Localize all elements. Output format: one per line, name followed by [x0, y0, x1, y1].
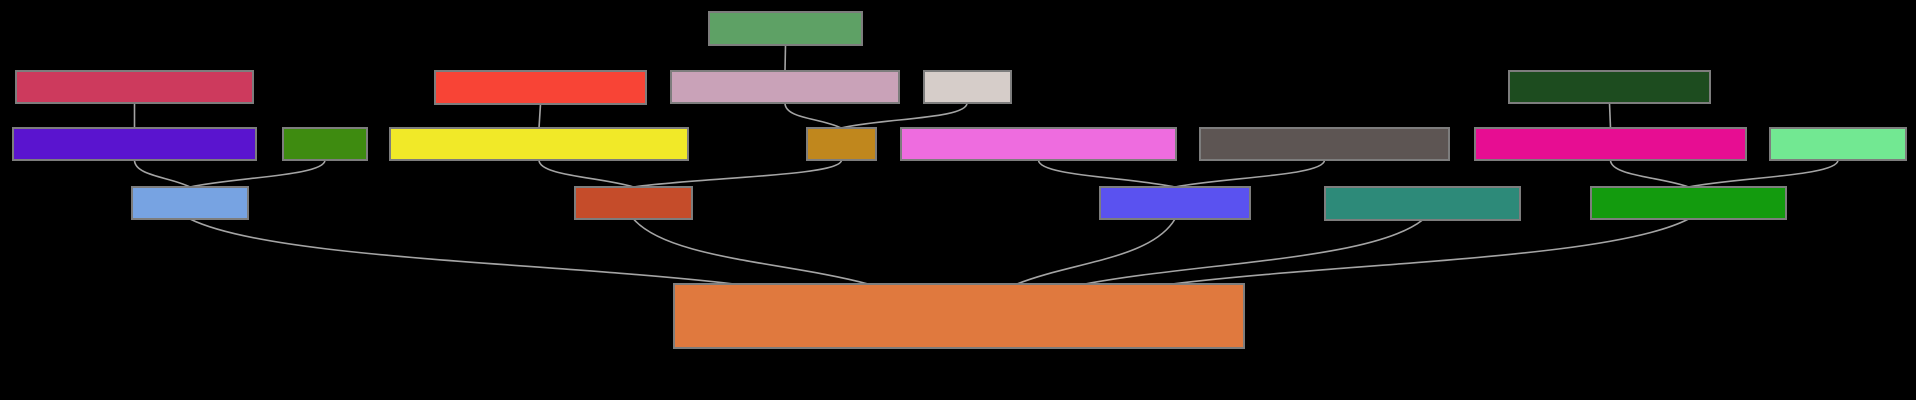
edge-dark-green-to-deep-pink	[1608, 102, 1612, 129]
node-cornflower-blue	[131, 186, 249, 220]
node-yellow	[389, 127, 689, 161]
edge-dim-gray-to-royal-blue	[1174, 159, 1326, 188]
edge-thistle-to-goldenrod	[784, 102, 842, 129]
node-royal-blue	[1099, 186, 1251, 220]
edge-goldenrod-to-sienna	[633, 159, 843, 188]
edge-red-to-yellow	[538, 103, 542, 129]
node-red	[434, 70, 647, 105]
edge-green-top-to-thistle	[784, 44, 787, 72]
node-forest-green	[282, 127, 368, 161]
edge-orchid-to-royal-blue	[1037, 159, 1176, 188]
node-green-top	[708, 11, 863, 46]
edge-yellow-to-sienna	[538, 159, 634, 188]
node-orchid	[900, 127, 1177, 161]
node-dim-gray	[1199, 127, 1450, 161]
edge-deep-pink-to-bright-green	[1609, 159, 1689, 188]
node-dark-green	[1508, 70, 1711, 104]
edge-forest-green-to-cornflower-blue	[189, 159, 326, 188]
edge-light-green-to-bright-green	[1688, 159, 1839, 188]
node-deep-pink	[1474, 127, 1747, 161]
node-bright-green	[1590, 186, 1787, 220]
edges-layer	[133, 44, 1839, 285]
edge-bright-green-to-root	[1171, 218, 1689, 285]
node-light-gray	[923, 70, 1012, 104]
edge-purple-to-cornflower-blue	[133, 159, 191, 188]
node-goldenrod	[806, 127, 877, 161]
node-root	[673, 283, 1245, 349]
node-sienna	[574, 186, 693, 220]
edge-sienna-to-root	[632, 218, 869, 285]
edge-royal-blue-to-root	[1016, 218, 1176, 285]
edge-teal-to-root	[1084, 219, 1423, 285]
node-purple	[12, 127, 257, 161]
node-crimson	[15, 70, 254, 104]
node-thistle	[670, 70, 900, 104]
node-light-green	[1769, 127, 1907, 161]
node-teal	[1324, 186, 1521, 221]
nodes-layer	[12, 11, 1907, 349]
edge-light-gray-to-goldenrod	[840, 102, 968, 129]
edge-cornflower-blue-to-root	[189, 218, 735, 285]
